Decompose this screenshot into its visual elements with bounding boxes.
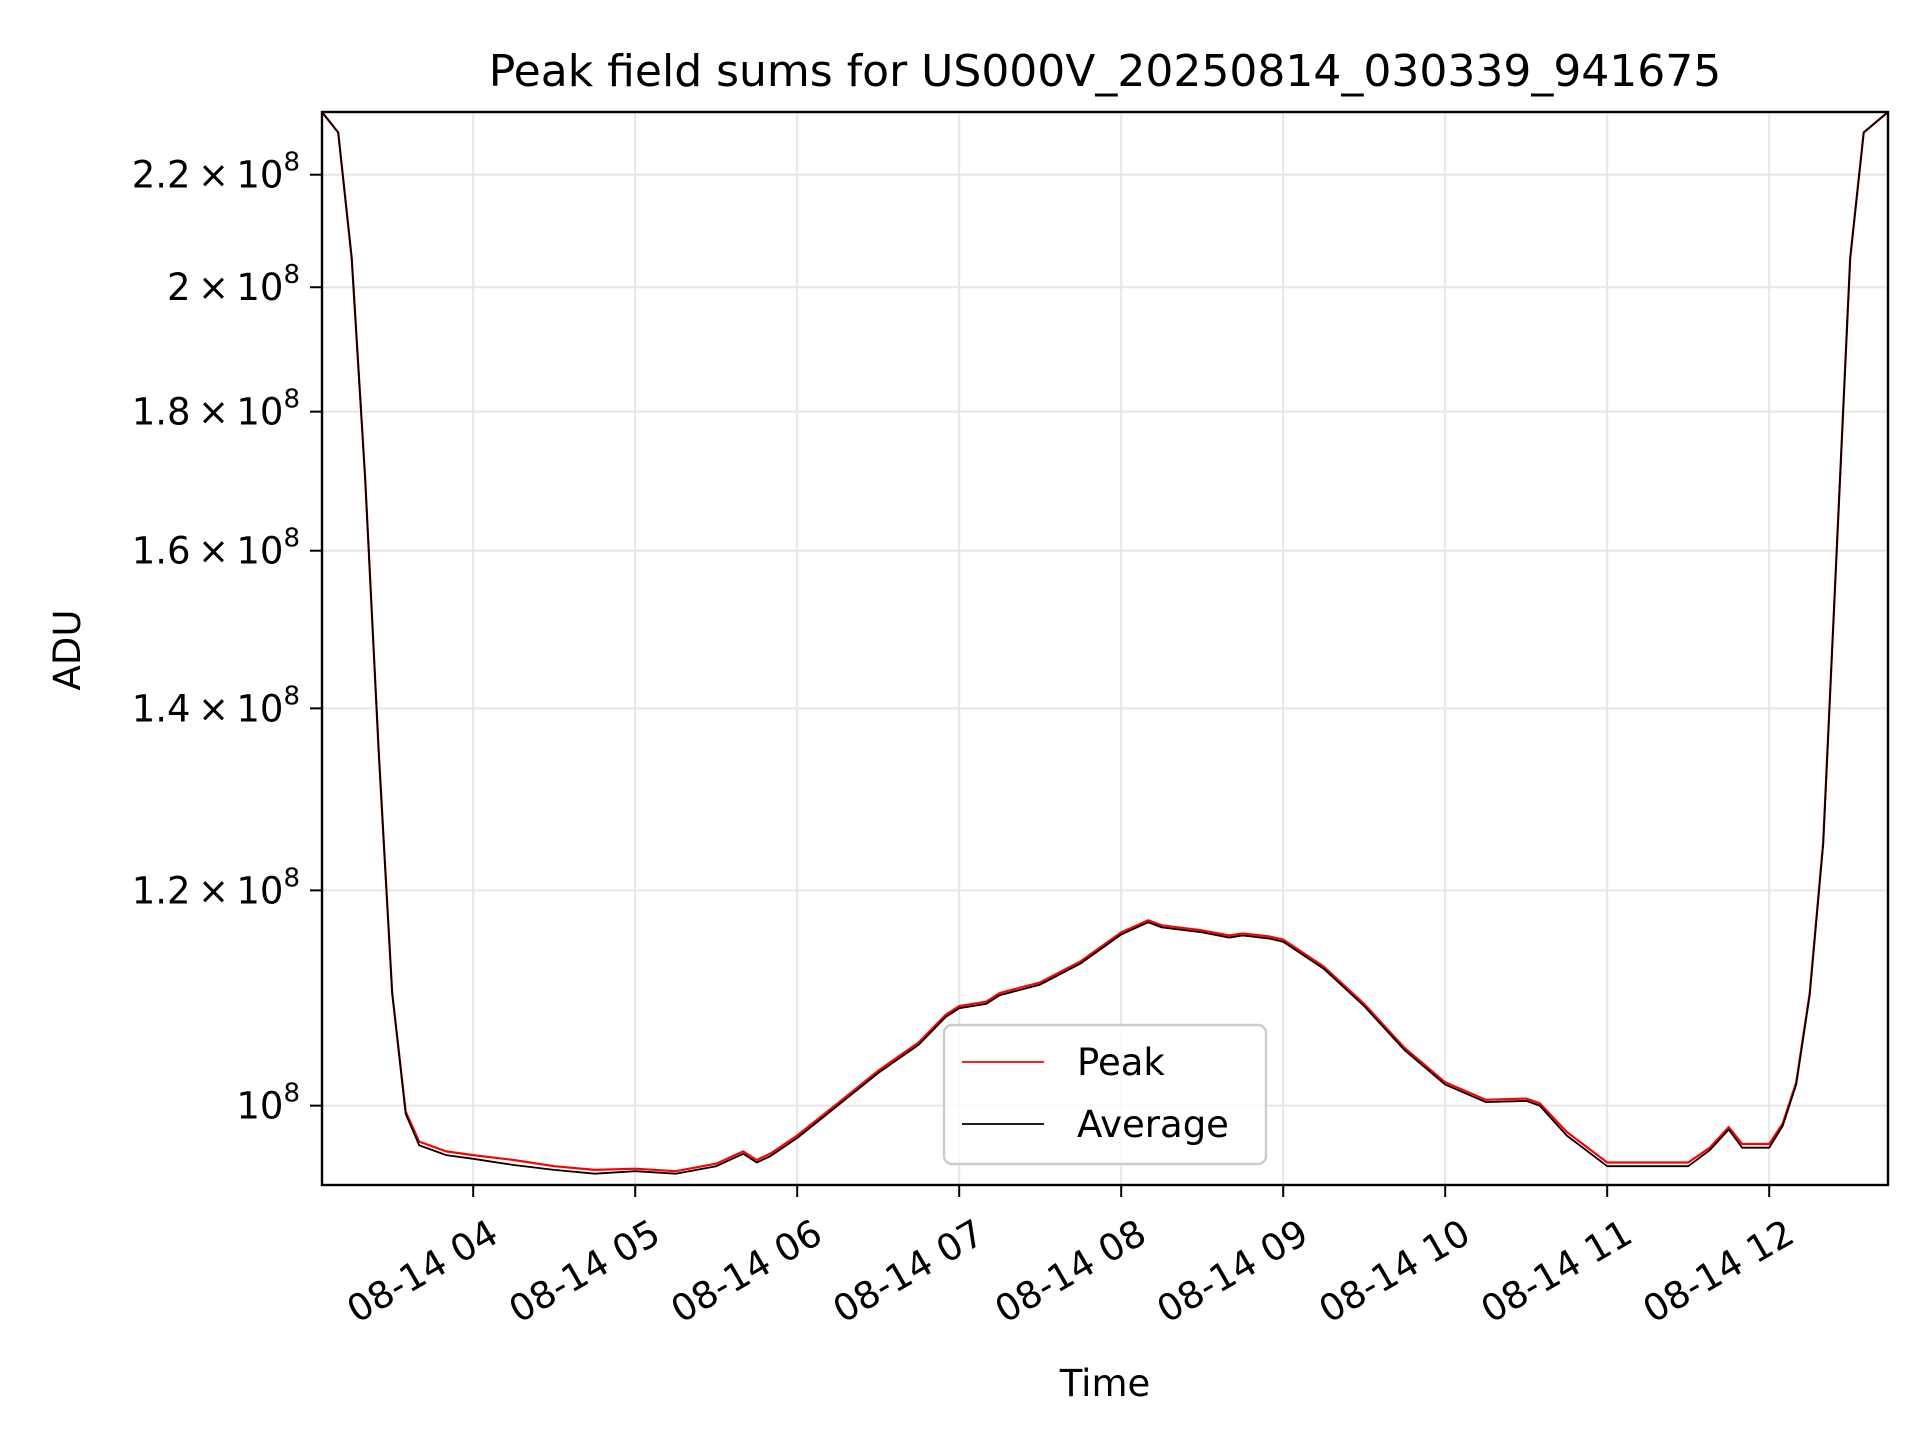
series-line-average — [322, 112, 1888, 1175]
y-tick-label: 108 — [236, 1079, 300, 1128]
y-tick-label: 1.8 × 108 — [132, 385, 300, 434]
y-axis: 108 1.2 × 108 1.4 × 108 1.6 × 108 1.8 × 108 2… — [132, 148, 322, 1128]
y-tick-label: 1.2 × 108 — [132, 863, 300, 912]
x-tick-label: 08-14 07 — [826, 1211, 992, 1331]
y-tick-label: 2 × 108 — [167, 260, 300, 309]
legend-label-average: Average — [1077, 1103, 1229, 1146]
legend-frame — [942, 1023, 1268, 1166]
chart-title: Peak field sums for US000V_20250814_0303… — [489, 46, 1722, 97]
legend: Peak Average — [942, 1023, 1268, 1166]
x-tick-label: 08-14 12 — [1636, 1211, 1802, 1331]
y-tick-label: 1.4 × 108 — [132, 681, 300, 730]
x-tick-label: 08-14 09 — [1150, 1211, 1316, 1331]
y-axis-label: ADU — [46, 610, 89, 691]
x-tick-label: 08-14 05 — [502, 1211, 668, 1331]
series-layer — [322, 112, 1888, 1175]
x-tick-label: 08-14 11 — [1474, 1211, 1640, 1331]
series-line-peak — [322, 112, 1888, 1173]
y-tick-label: 1.6 × 108 — [132, 524, 300, 573]
x-axis-label: Time — [1059, 1362, 1151, 1405]
x-tick-label: 08-14 10 — [1312, 1211, 1478, 1331]
plot-area-frame — [320, 110, 1890, 1187]
y-tick-label: 2.2 × 108 — [132, 148, 300, 197]
x-tick-label: 08-14 06 — [664, 1211, 830, 1331]
x-tick-label: 08-14 04 — [340, 1211, 506, 1331]
legend-label-peak: Peak — [1077, 1041, 1165, 1084]
x-tick-label: 08-14 08 — [988, 1211, 1154, 1331]
grid — [322, 112, 1888, 1185]
